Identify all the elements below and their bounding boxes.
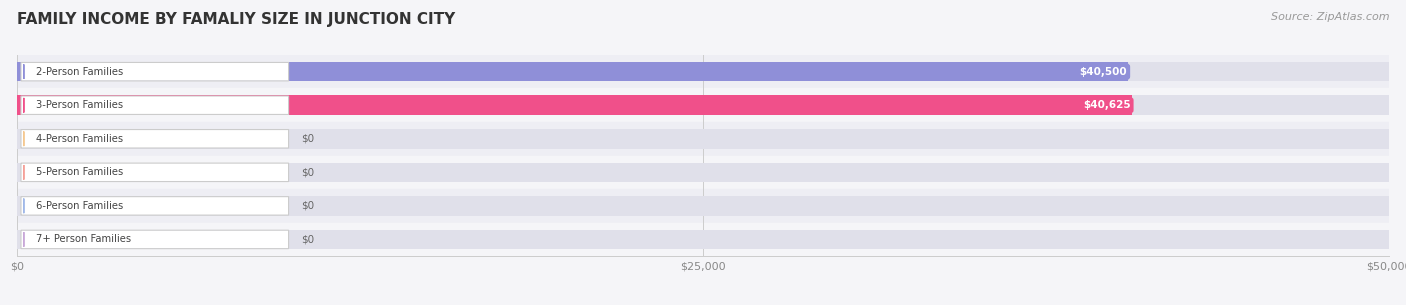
Bar bbox=[17, 62, 1389, 81]
Text: 7+ Person Families: 7+ Person Families bbox=[37, 235, 131, 244]
Text: $0: $0 bbox=[301, 134, 314, 144]
FancyBboxPatch shape bbox=[21, 63, 288, 81]
Bar bbox=[17, 223, 1389, 256]
Bar bbox=[17, 156, 1389, 189]
Text: 3-Person Families: 3-Person Families bbox=[37, 100, 124, 110]
FancyBboxPatch shape bbox=[21, 130, 288, 148]
FancyBboxPatch shape bbox=[21, 197, 288, 215]
Text: FAMILY INCOME BY FAMALIY SIZE IN JUNCTION CITY: FAMILY INCOME BY FAMALIY SIZE IN JUNCTIO… bbox=[17, 12, 456, 27]
Text: $40,625: $40,625 bbox=[1083, 100, 1130, 110]
Bar bbox=[17, 189, 1389, 223]
FancyBboxPatch shape bbox=[21, 96, 288, 114]
Text: $0: $0 bbox=[301, 201, 314, 211]
Bar bbox=[17, 129, 1389, 149]
Bar bbox=[17, 95, 1389, 115]
FancyBboxPatch shape bbox=[21, 230, 288, 249]
Text: $0: $0 bbox=[301, 167, 314, 177]
Text: Source: ZipAtlas.com: Source: ZipAtlas.com bbox=[1271, 12, 1389, 22]
Text: $0: $0 bbox=[301, 235, 314, 244]
Text: 6-Person Families: 6-Person Families bbox=[37, 201, 124, 211]
FancyBboxPatch shape bbox=[21, 163, 288, 181]
Bar bbox=[17, 88, 1389, 122]
Bar bbox=[17, 55, 1389, 88]
Text: 4-Person Families: 4-Person Families bbox=[37, 134, 124, 144]
Text: 2-Person Families: 2-Person Families bbox=[37, 67, 124, 77]
Bar bbox=[17, 163, 1389, 182]
Bar bbox=[17, 230, 1389, 249]
Text: 5-Person Families: 5-Person Families bbox=[37, 167, 124, 177]
Bar bbox=[17, 95, 1132, 115]
Text: $40,500: $40,500 bbox=[1080, 67, 1128, 77]
Bar bbox=[17, 62, 1129, 81]
Bar bbox=[17, 196, 1389, 216]
Bar bbox=[17, 122, 1389, 156]
